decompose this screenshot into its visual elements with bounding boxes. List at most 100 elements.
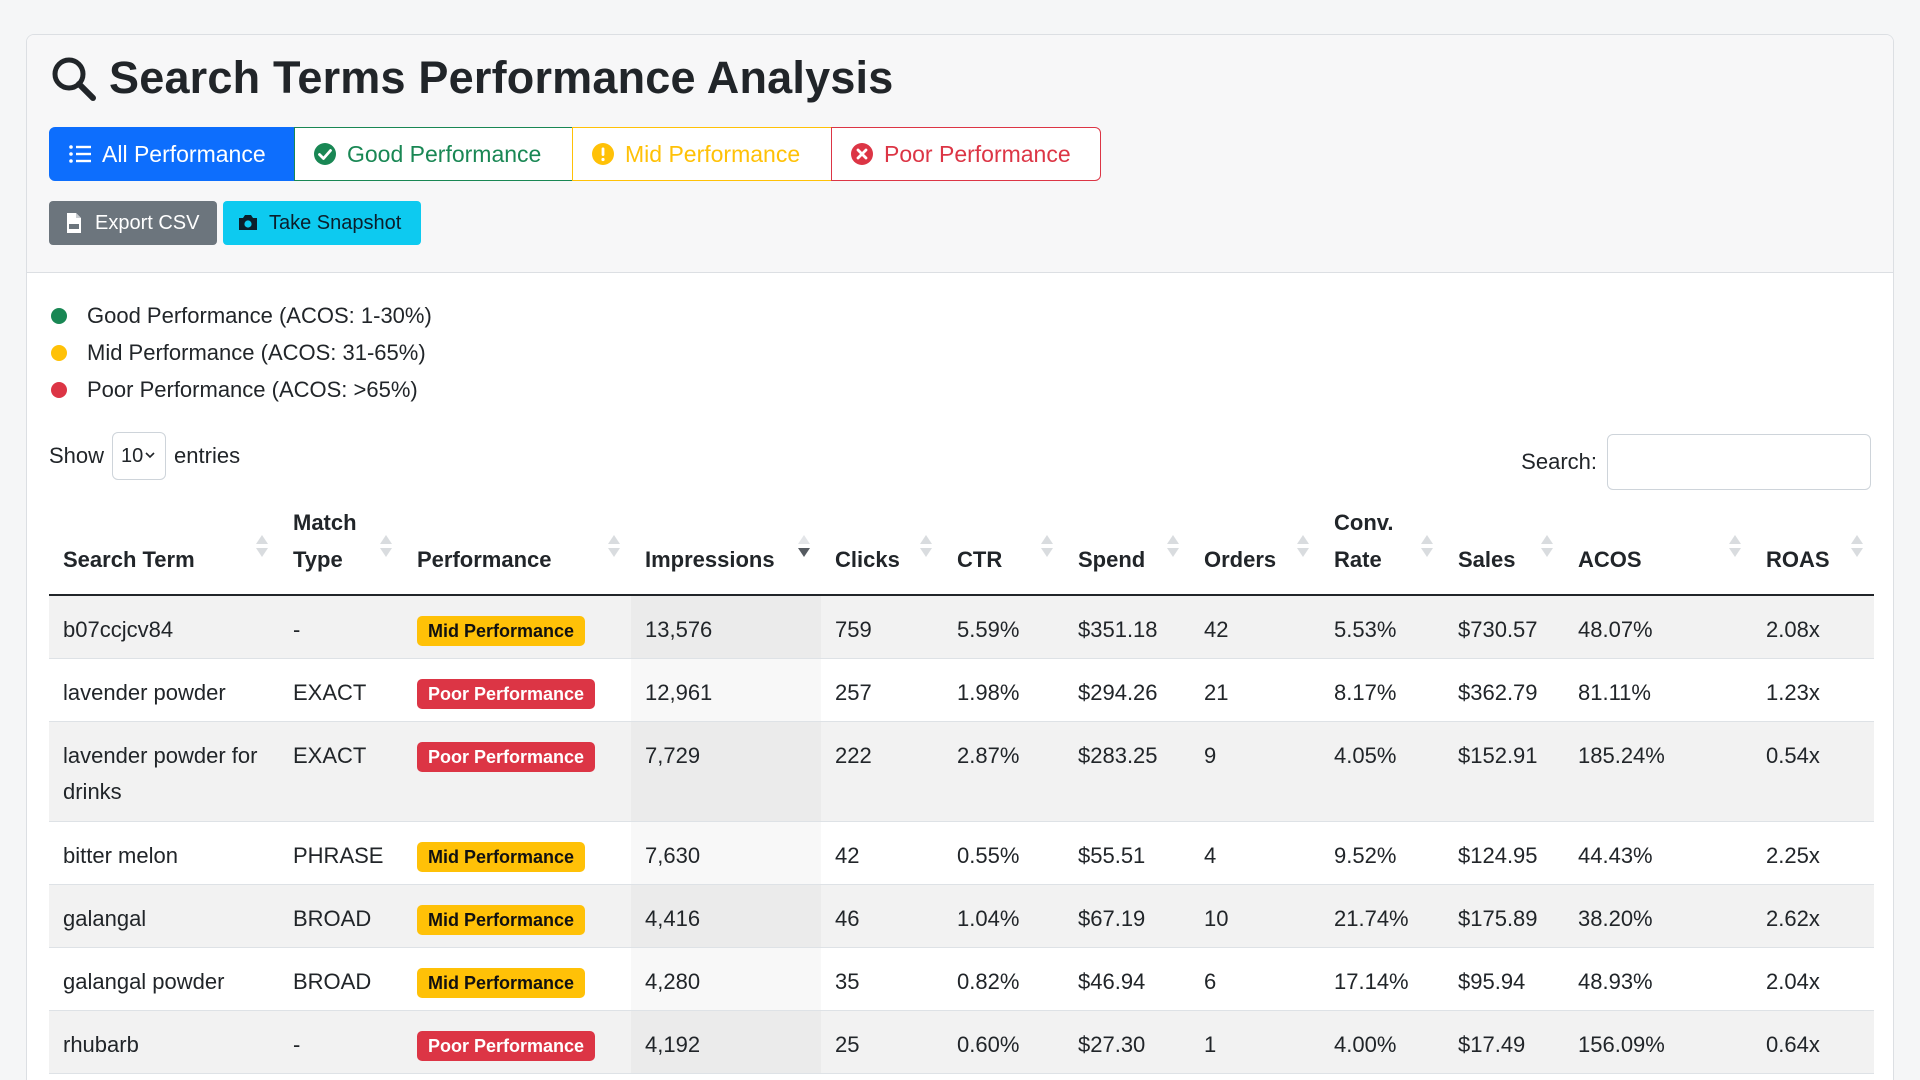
- cell-spend: $351.18: [1064, 595, 1190, 659]
- column-header-match-type[interactable]: Match Type: [279, 504, 403, 596]
- cell-acos: 81.11%: [1564, 658, 1752, 722]
- column-header-spend[interactable]: Spend: [1064, 504, 1190, 596]
- cell-impressions: 13,576: [631, 595, 821, 659]
- action-row: Export CSV Take Snapshot: [49, 201, 1871, 245]
- performance-badge: Mid Performance: [417, 841, 586, 872]
- cell-match-type: BROAD: [279, 947, 403, 1011]
- cell-roas: 2.04x: [1752, 947, 1874, 1011]
- search-label: Search:: [1521, 449, 1597, 474]
- cell-ctr: 0.82%: [943, 947, 1064, 1011]
- performance-badge: Poor Performance: [417, 741, 596, 772]
- green-dot-icon: [51, 307, 67, 324]
- column-header-impressions[interactable]: Impressions: [631, 504, 821, 596]
- entries-select[interactable]: 10: [112, 432, 167, 480]
- cell-conv-rate: 4.00%: [1320, 1010, 1444, 1074]
- column-header-conv-rate[interactable]: Conv. Rate: [1320, 504, 1444, 596]
- cell-acos: 156.09%: [1564, 1010, 1752, 1074]
- cell-roas: 0.54x: [1752, 721, 1874, 822]
- performance-badge: Poor Performance: [417, 678, 596, 709]
- cell-clicks: 42: [821, 821, 943, 885]
- sort-icon: [256, 535, 268, 557]
- sort-icon: [380, 535, 392, 557]
- filter-good-performance-button[interactable]: Good Performance: [294, 127, 573, 181]
- csv-file-icon: [67, 213, 81, 233]
- cell-spend: $55.51: [1064, 821, 1190, 885]
- export-csv-button[interactable]: Export CSV: [49, 201, 217, 245]
- legend-label: Poor Performance (ACOS: >65%): [87, 376, 418, 402]
- cell-orders: 9: [1190, 721, 1320, 822]
- column-header-performance[interactable]: Performance: [403, 504, 631, 596]
- cell-roas: 2.62x: [1752, 884, 1874, 948]
- take-snapshot-button[interactable]: Take Snapshot: [223, 201, 421, 245]
- cell-orders: 4: [1190, 821, 1320, 885]
- column-header-orders[interactable]: Orders: [1190, 504, 1320, 596]
- column-header-sales[interactable]: Sales: [1444, 504, 1564, 596]
- table-body: b07ccjcv84- Mid Performance 13,576 759 5.59%…: [49, 595, 1874, 1074]
- cell-clicks: 759: [821, 595, 943, 659]
- cell-performance: Mid Performance: [403, 595, 631, 659]
- filter-poor-label: Poor Performance: [884, 140, 1071, 167]
- cell-impressions: 7,729: [631, 721, 821, 822]
- take-snapshot-label: Take Snapshot: [269, 211, 402, 234]
- cell-spend: $283.25: [1064, 721, 1190, 822]
- column-header-clicks[interactable]: Clicks: [821, 504, 943, 596]
- performance-badge: Mid Performance: [417, 616, 586, 646]
- filter-poor-performance-button[interactable]: Poor Performance: [831, 127, 1101, 181]
- column-header-label: Match Type: [293, 510, 357, 572]
- table-row: rhubarb - Poor Performance 4,192 25 0.60% $27.…: [49, 1010, 1874, 1074]
- filter-mid-label: Mid Performance: [625, 140, 801, 167]
- search-terms-table: Search Term Match Type Performance Impressio…: [49, 504, 1874, 1074]
- cell-sales: $362.79: [1444, 658, 1564, 722]
- sort-icon: [1167, 535, 1179, 557]
- cell-orders: 1: [1190, 1010, 1320, 1074]
- filter-mid-performance-button[interactable]: Mid Performance: [572, 127, 832, 181]
- column-header-search-term[interactable]: Search Term: [49, 504, 279, 596]
- cell-search-term: b07ccjcv84: [49, 595, 279, 659]
- table-row: b07ccjcv84- Mid Performance 13,576 759 5.59%…: [49, 595, 1874, 659]
- camera-icon: [239, 215, 257, 230]
- sort-desc-icon: [798, 535, 810, 557]
- column-header-label: CTR: [957, 547, 1003, 572]
- export-csv-label: Export CSV: [95, 211, 200, 234]
- cell-performance: Poor Performance: [403, 658, 631, 722]
- column-header-label: ACOS: [1578, 547, 1642, 572]
- table-header-row: Search Term Match Type Performance Impressio…: [49, 504, 1874, 596]
- column-header-label: Spend: [1078, 547, 1146, 572]
- column-header-label: Sales: [1458, 547, 1516, 572]
- cell-orders: 6: [1190, 947, 1320, 1011]
- card-header: Search Terms Performance Analysis All Pe…: [27, 35, 1893, 273]
- cell-conv-rate: 8.17%: [1320, 658, 1444, 722]
- cell-roas: 0.64x: [1752, 1010, 1874, 1074]
- cell-performance: Mid Performance: [403, 821, 631, 885]
- filter-all-performance-button[interactable]: All Performance: [49, 127, 295, 181]
- cell-ctr: 1.98%: [943, 658, 1064, 722]
- cell-clicks: 35: [821, 947, 943, 1011]
- legend-item-mid: Mid Performance (ACOS: 31-65%): [49, 334, 1871, 371]
- chevron-down-icon: [145, 452, 155, 459]
- column-header-acos[interactable]: ACOS: [1564, 504, 1752, 596]
- cell-orders: 10: [1190, 884, 1320, 948]
- entries-label: entries: [174, 443, 241, 468]
- table-controls: Show 10 entries Search:: [49, 422, 1871, 492]
- column-header-label: ROAS: [1766, 547, 1830, 572]
- cell-conv-rate: 4.05%: [1320, 721, 1444, 822]
- column-header-ctr[interactable]: CTR: [943, 504, 1064, 596]
- cell-roas: 1.23x: [1752, 658, 1874, 722]
- sort-icon: [1729, 535, 1741, 557]
- cell-search-term: rhubarb: [49, 1010, 279, 1074]
- cell-sales: $175.89: [1444, 884, 1564, 948]
- cell-search-term: galangal powder: [49, 947, 279, 1011]
- cell-acos: 185.24%: [1564, 721, 1752, 822]
- sort-icon: [1541, 535, 1553, 557]
- cell-ctr: 0.60%: [943, 1010, 1064, 1074]
- legend-label: Good Performance (ACOS: 1-30%): [87, 302, 432, 328]
- column-header-roas[interactable]: ROAS: [1752, 504, 1874, 596]
- cell-spend: $46.94: [1064, 947, 1190, 1011]
- cell-match-type: -: [279, 595, 403, 659]
- search-input[interactable]: [1607, 434, 1871, 490]
- list-icon: [69, 145, 91, 163]
- column-header-label: Search Term: [63, 547, 195, 572]
- check-circle-icon: [314, 143, 336, 165]
- table-row: lavender powder for drinks EXACT Poor Perf…: [49, 721, 1874, 822]
- cell-clicks: 46: [821, 884, 943, 948]
